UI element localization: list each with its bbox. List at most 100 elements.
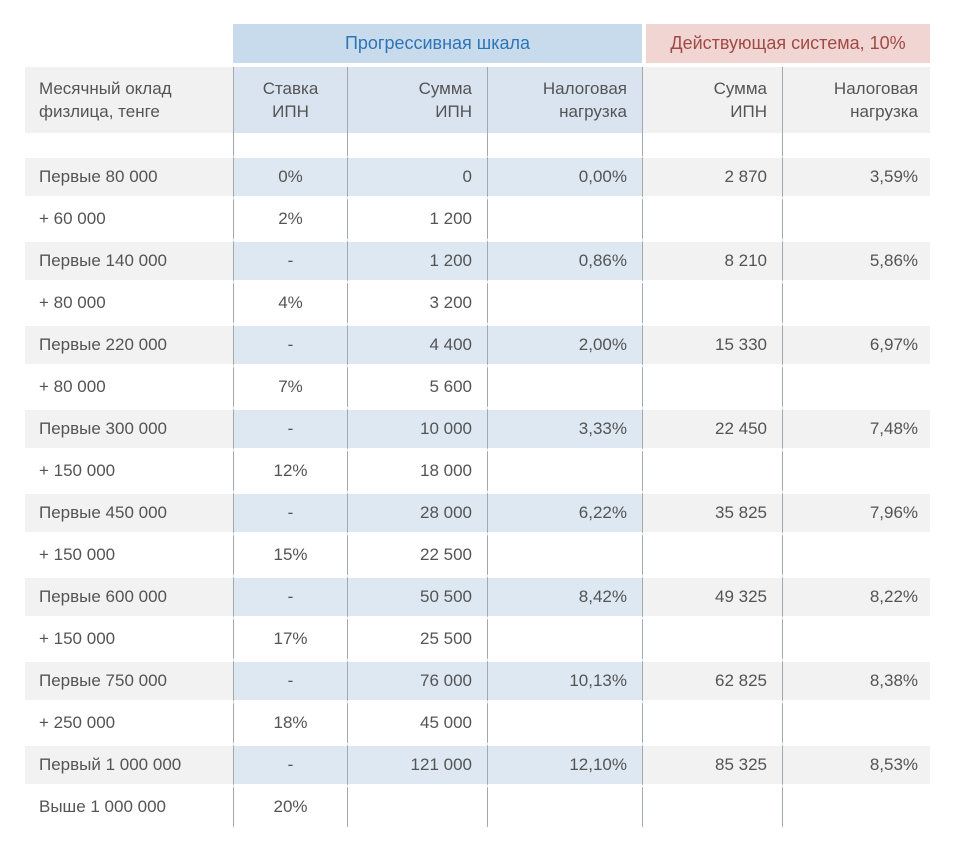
group-header-current: Действующая система, 10% (642, 24, 931, 67)
cell-ipn-sum-current: 2 870 (642, 156, 782, 198)
cell-tax-burden-current (782, 198, 931, 240)
cell-ipn-sum-current: 49 325 (642, 576, 782, 618)
cell-tax-burden-current: 6,97% (782, 324, 931, 366)
cell-tax-burden-current (782, 534, 931, 576)
cell-tax-burden-current: 8,38% (782, 660, 931, 702)
cell-tax-burden: 0,00% (487, 156, 642, 198)
cell-tax-burden-current (782, 786, 931, 828)
cell-tax-burden: 6,22% (487, 492, 642, 534)
cell-ipn-rate: 4% (233, 282, 347, 324)
cell-ipn-rate: 7% (233, 366, 347, 408)
cell-ipn-rate: - (233, 240, 347, 282)
column-header-tax-burden-current: Налоговая нагрузка (782, 67, 931, 133)
cell-ipn-sum-current (642, 702, 782, 744)
cell-salary: + 80 000 (25, 366, 233, 408)
cell-salary: + 150 000 (25, 618, 233, 660)
cell-ipn-sum-current: 8 210 (642, 240, 782, 282)
cell-tax-burden-current: 7,48% (782, 408, 931, 450)
cell-ipn-rate: 20% (233, 786, 347, 828)
table-row: Первые 750 000 - 76 000 10,13% 62 825 8,… (25, 660, 931, 702)
table-row: + 150 000 17% 25 500 (25, 618, 931, 660)
cell-salary: + 150 000 (25, 450, 233, 492)
cell-ipn-sum: 121 000 (347, 744, 487, 786)
column-header-row: Месячный оклад физлица, тенге Ставка ИПН… (25, 67, 931, 133)
cell-ipn-sum-current: 22 450 (642, 408, 782, 450)
group-header-progressive: Прогрессивная шкала (233, 24, 642, 67)
cell-tax-burden-current: 7,96% (782, 492, 931, 534)
cell-ipn-sum-current: 35 825 (642, 492, 782, 534)
table-row: Первые 220 000 - 4 400 2,00% 15 330 6,97… (25, 324, 931, 366)
cell-tax-burden-current: 8,53% (782, 744, 931, 786)
table-row: Первые 80 000 0% 0 0,00% 2 870 3,59% (25, 156, 931, 198)
cell-tax-burden (487, 282, 642, 324)
cell-ipn-sum: 1 200 (347, 198, 487, 240)
cell-ipn-rate: - (233, 576, 347, 618)
cell-salary: Первый 1 000 000 (25, 744, 233, 786)
cell-tax-burden (487, 702, 642, 744)
column-header-ipn-sum: Сумма ИПН (347, 67, 487, 133)
cell-tax-burden-current (782, 282, 931, 324)
cell-salary: Первые 140 000 (25, 240, 233, 282)
cell-tax-burden-current (782, 702, 931, 744)
table-row: Первые 600 000 - 50 500 8,42% 49 325 8,2… (25, 576, 931, 618)
cell-tax-burden (487, 786, 642, 828)
cell-salary: Выше 1 000 000 (25, 786, 233, 828)
cell-ipn-sum: 4 400 (347, 324, 487, 366)
cell-tax-burden (487, 618, 642, 660)
cell-tax-burden: 8,42% (487, 576, 642, 618)
cell-ipn-rate: 18% (233, 702, 347, 744)
table-row: Первые 140 000 - 1 200 0,86% 8 210 5,86% (25, 240, 931, 282)
cell-ipn-rate: - (233, 324, 347, 366)
cell-ipn-rate: 17% (233, 618, 347, 660)
cell-ipn-sum: 25 500 (347, 618, 487, 660)
cell-ipn-sum-current (642, 282, 782, 324)
cell-tax-burden: 10,13% (487, 660, 642, 702)
table-row: + 150 000 12% 18 000 (25, 450, 931, 492)
cell-ipn-sum: 22 500 (347, 534, 487, 576)
cell-ipn-rate: 15% (233, 534, 347, 576)
group-header-spacer (25, 24, 233, 67)
column-header-tax-burden: Налоговая нагрузка (487, 67, 642, 133)
cell-salary: Первые 300 000 (25, 408, 233, 450)
cell-ipn-sum-current: 85 325 (642, 744, 782, 786)
cell-tax-burden-current: 5,86% (782, 240, 931, 282)
cell-ipn-sum: 18 000 (347, 450, 487, 492)
cell-ipn-sum: 5 600 (347, 366, 487, 408)
column-header-ipn-sum-current: Сумма ИПН (642, 67, 782, 133)
cell-salary: + 250 000 (25, 702, 233, 744)
cell-ipn-sum-current (642, 450, 782, 492)
cell-ipn-sum-current (642, 198, 782, 240)
cell-ipn-sum: 76 000 (347, 660, 487, 702)
cell-ipn-sum-current: 62 825 (642, 660, 782, 702)
cell-salary: Первые 600 000 (25, 576, 233, 618)
cell-ipn-sum (347, 786, 487, 828)
cell-tax-burden: 3,33% (487, 408, 642, 450)
page: Прогрессивная шкала Действующая система,… (25, 24, 931, 828)
cell-salary: Первые 220 000 (25, 324, 233, 366)
cell-tax-burden: 0,86% (487, 240, 642, 282)
cell-ipn-sum-current (642, 618, 782, 660)
table-row: + 80 000 7% 5 600 (25, 366, 931, 408)
cell-tax-burden (487, 198, 642, 240)
cell-ipn-rate: - (233, 744, 347, 786)
cell-salary: Первые 750 000 (25, 660, 233, 702)
cell-salary: Первые 80 000 (25, 156, 233, 198)
cell-ipn-sum: 1 200 (347, 240, 487, 282)
cell-tax-burden-current: 8,22% (782, 576, 931, 618)
cell-ipn-sum-current (642, 534, 782, 576)
cell-tax-burden: 12,10% (487, 744, 642, 786)
cell-ipn-sum-current (642, 366, 782, 408)
cell-ipn-sum: 28 000 (347, 492, 487, 534)
cell-ipn-rate: - (233, 492, 347, 534)
cell-tax-burden (487, 534, 642, 576)
cell-tax-burden-current: 3,59% (782, 156, 931, 198)
cell-ipn-sum: 45 000 (347, 702, 487, 744)
cell-salary: Первые 450 000 (25, 492, 233, 534)
cell-tax-burden-current (782, 450, 931, 492)
cell-salary: + 80 000 (25, 282, 233, 324)
cell-ipn-rate: - (233, 660, 347, 702)
cell-ipn-sum-current (642, 786, 782, 828)
cell-ipn-sum: 10 000 (347, 408, 487, 450)
cell-salary: + 150 000 (25, 534, 233, 576)
cell-ipn-rate: 2% (233, 198, 347, 240)
